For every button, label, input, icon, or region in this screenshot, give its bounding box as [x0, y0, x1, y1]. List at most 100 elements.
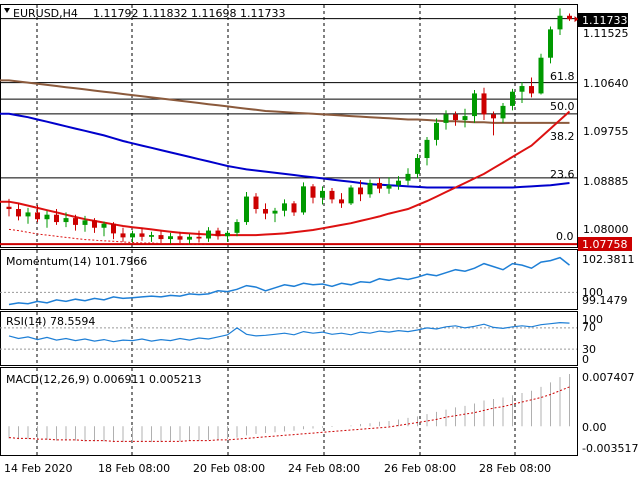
candle-body — [63, 218, 69, 223]
candle-body — [168, 236, 173, 240]
candle-body — [519, 86, 525, 92]
candle-body — [453, 114, 458, 121]
momentum-tick: 102.3811 — [582, 253, 635, 266]
time-label: 26 Feb 08:00 — [384, 462, 456, 475]
candle-body — [25, 212, 31, 217]
candle-body — [500, 105, 506, 119]
candle-body — [139, 233, 145, 237]
fib-label-500: 50.0 — [550, 100, 575, 113]
candle-body — [196, 236, 202, 239]
current-price-badge — [578, 13, 628, 27]
rsi-tick: 0 — [582, 353, 589, 366]
candle-body — [244, 196, 249, 223]
candle-body — [111, 223, 116, 234]
fib-label-236: 23.6 — [550, 168, 575, 181]
fibonacci-levels — [0, 18, 577, 246]
candle-body — [491, 114, 496, 119]
candle-body — [44, 214, 50, 220]
candle-body — [443, 114, 449, 123]
candle-body — [101, 223, 107, 228]
candle-body — [529, 86, 534, 94]
candle-body — [377, 182, 382, 189]
price-tick: 1.08000 — [583, 223, 629, 236]
macd-tick: 0.00 — [582, 421, 607, 434]
momentum-label: Momentum(14) 101.7966 — [6, 255, 147, 268]
candle-body — [415, 158, 420, 174]
macd-signal-line — [8, 386, 570, 442]
current-price-label: 1.11733 — [582, 14, 628, 27]
candle-body — [538, 57, 544, 94]
candle-body — [472, 93, 477, 117]
rsi-pane-frame — [0, 311, 578, 366]
grid-lines — [36, 5, 516, 455]
price-tick: 1.11525 — [583, 27, 629, 40]
momentum-pane-frame — [0, 249, 578, 310]
slow-ma-line — [0, 112, 570, 189]
candle-body — [35, 212, 40, 220]
indicator-lines — [0, 256, 577, 443]
price-tick: 1.08885 — [583, 175, 629, 188]
candle-body — [310, 186, 316, 198]
price-tick: 1.09755 — [583, 125, 629, 138]
time-axis: 14 Feb 2020 18 Feb 08:00 20 Feb 08:00 24… — [4, 462, 551, 475]
candle-body — [73, 218, 78, 225]
rsi-tick: 70 — [582, 321, 596, 334]
candle-body — [158, 235, 164, 240]
candle-body — [396, 180, 401, 186]
candle-body — [424, 139, 430, 159]
macd-tick: -0.003517 — [582, 442, 638, 455]
candle-body — [187, 236, 192, 240]
symbol-label: EURUSD,H4 — [13, 7, 78, 20]
macd-pane-frame — [0, 367, 578, 456]
candle-body — [386, 185, 392, 189]
candle-body — [358, 187, 363, 195]
candle-body — [548, 29, 553, 58]
fib-label-382: 38.2 — [550, 130, 575, 143]
time-label: 18 Feb 08:00 — [98, 462, 170, 475]
time-label: 20 Feb 08:00 — [193, 462, 265, 475]
collapse-arrow-icon[interactable] — [4, 8, 10, 13]
fib-label-618: 61.8 — [550, 70, 575, 83]
candle-body — [130, 233, 135, 238]
candle-body — [263, 209, 268, 214]
rsi-label: RSI(14) 78.5594 — [6, 315, 95, 328]
candle-body — [367, 182, 373, 195]
candle-body — [567, 15, 572, 20]
macd-tick: 0.007407 — [582, 371, 635, 384]
last-price-marker — [574, 16, 579, 23]
candle-body — [6, 206, 12, 210]
candle-body — [215, 230, 221, 237]
candle-body — [225, 232, 230, 237]
candle-body — [291, 203, 297, 213]
low-price-label: 1.07758 — [582, 238, 628, 251]
candle-body — [272, 210, 278, 214]
momentum-tick: 100 — [582, 286, 603, 299]
lower-dotted-line — [8, 228, 209, 245]
candle-body — [301, 186, 306, 213]
candle-body — [54, 214, 59, 223]
time-label: 14 Feb 2020 — [4, 462, 72, 475]
candle-body — [462, 116, 468, 121]
macd-label: MACD(12,26,9) 0.006911 0.005213 — [6, 373, 202, 386]
rsi-tick: 30 — [582, 343, 596, 356]
candle-body — [339, 199, 344, 204]
candle-body — [320, 190, 325, 198]
momentum-tick: 99.1479 — [582, 294, 628, 307]
fib-label-0: 0.0 — [556, 230, 574, 243]
time-label: 28 Feb 08:00 — [479, 462, 551, 475]
candle-body — [234, 222, 240, 233]
candle-body — [253, 196, 259, 210]
candle-body — [557, 15, 563, 30]
candle-body — [510, 91, 515, 106]
candle-body — [149, 235, 154, 237]
candle-body — [82, 220, 88, 225]
momentum-line — [8, 256, 570, 306]
candle-body — [92, 220, 97, 228]
price-tick: 1.10640 — [583, 77, 629, 90]
candle-body — [434, 122, 439, 140]
candle-body — [16, 209, 21, 217]
candle-body — [177, 236, 183, 240]
candle-body — [348, 187, 354, 204]
